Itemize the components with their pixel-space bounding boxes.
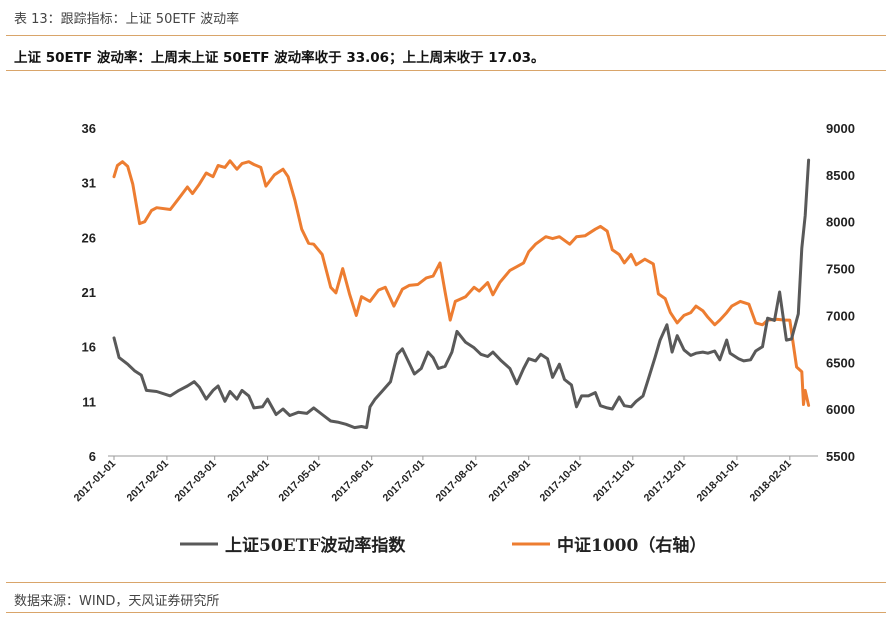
right-tick-label: 7500 [826, 262, 855, 277]
left-tick-label: 16 [82, 340, 96, 355]
legend-label-volatility: 上证50ETF波动率指数 [225, 535, 406, 556]
x-axis-ticks: 2017-01-01 2017-02-01 2017-03-01 2017-04-01… [72, 456, 794, 504]
left-tick-label: 26 [82, 230, 96, 245]
x-tick-label: 2017-03-01 [172, 458, 219, 505]
x-tick-label: 2017-01-01 [72, 458, 119, 505]
x-tick-label: 2017-07-01 [381, 458, 428, 505]
left-tick-label: 11 [82, 394, 96, 409]
right-tick-label: 7000 [826, 308, 855, 323]
x-tick-label: 2018-01-01 [695, 458, 742, 505]
x-tick-label: 2017-11-01 [591, 458, 637, 504]
right-tick-label: 8500 [826, 168, 855, 183]
legend-label-csi1000: 中证1000（右轴） [557, 535, 706, 556]
table-caption: 表 13：跟踪指标：上证 50ETF 波动率 [14, 12, 240, 27]
right-tick-label: 8000 [826, 215, 855, 230]
top-divider [6, 35, 886, 36]
summary-divider [6, 70, 886, 71]
csi1000-line [112, 159, 811, 407]
data-source: 数据来源：WIND，天风证券研究所 [14, 594, 220, 609]
x-tick-label: 2017-02-01 [125, 458, 172, 505]
bottom-divider [6, 612, 886, 613]
right-axis-ticks: 9000 8500 8000 7500 7000 6500 6000 5500 [826, 121, 855, 464]
left-tick-label: 6 [89, 449, 96, 464]
x-tick-label: 2017-05-01 [276, 458, 323, 505]
x-tick-label: 2017-06-01 [329, 458, 376, 505]
right-tick-label: 5500 [826, 449, 855, 464]
right-tick-label: 6500 [826, 355, 855, 370]
left-axis-ticks: 36 31 26 21 16 11 6 [82, 121, 96, 464]
x-tick-label: 2017-12-01 [642, 458, 689, 505]
right-tick-label: 9000 [826, 121, 855, 136]
x-tick-label: 2017-10-01 [538, 458, 585, 505]
summary-text: 上证 50ETF 波动率：上周末上证 50ETF 波动率收于 33.06；上上周… [14, 50, 545, 66]
left-tick-label: 21 [82, 285, 96, 300]
x-tick-label: 2018-02-01 [747, 458, 794, 505]
x-tick-label: 2017-08-01 [433, 458, 480, 505]
legend: 上证50ETF波动率指数 中证1000（右轴） [180, 535, 706, 556]
right-tick-label: 6000 [826, 402, 855, 417]
volatility-line [112, 158, 811, 430]
left-tick-label: 31 [82, 176, 96, 191]
left-tick-label: 36 [82, 121, 96, 136]
footer-divider [6, 582, 886, 583]
x-tick-label: 2017-09-01 [486, 458, 533, 505]
volatility-chart: 36 31 26 21 16 11 6 9000 8500 8000 7500 7000 6500 60… [72, 121, 855, 556]
x-tick-label: 2017-04-01 [225, 458, 272, 505]
